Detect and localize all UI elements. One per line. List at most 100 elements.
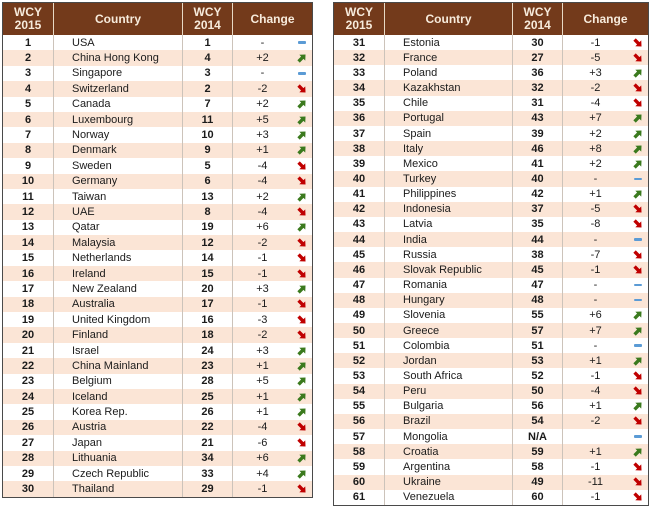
country-cell: Croatia xyxy=(384,444,512,460)
rank-2014-cell: 47 xyxy=(512,277,562,293)
down-arrow-icon xyxy=(295,236,309,250)
country-cell: Kazakhstan xyxy=(384,80,512,96)
table-row: 10 Germany 6 -4 xyxy=(3,173,312,189)
rank-2015-cell: 9 xyxy=(24,159,32,172)
header-cell-change: Change xyxy=(232,3,312,35)
rank-2015-cell: 23 xyxy=(21,375,35,388)
rank-2015-cell: 59 xyxy=(352,460,366,473)
rank-2014-cell: 16 xyxy=(182,312,232,328)
rank-2014-cell: 59 xyxy=(512,444,562,460)
change-value: -2 xyxy=(257,82,268,95)
country-cell: Iceland xyxy=(53,388,182,405)
change-value: -1 xyxy=(257,252,268,265)
change-cell: -4 xyxy=(562,95,648,111)
trend-icon-slot xyxy=(292,346,312,356)
table-row: 37 Spain 39 +2 xyxy=(334,125,648,142)
change-cell: -4 xyxy=(232,204,312,220)
table-row: 21 Israel 24 +3 xyxy=(3,342,312,359)
down-arrow-icon xyxy=(631,414,645,428)
change-value: -2 xyxy=(257,236,268,249)
change-value: - xyxy=(593,339,598,352)
country-cell: Philippines xyxy=(384,186,512,202)
rank-2014-cell: 28 xyxy=(182,373,232,389)
change-value: +2 xyxy=(589,157,602,170)
table-row: 26 Austria 22 -4 xyxy=(3,419,312,436)
change-value: -2 xyxy=(590,415,601,428)
change-cell: -1 xyxy=(562,35,648,51)
header-cell-wcy-2014: WCY 2014 xyxy=(182,3,232,35)
country-cell: Canada xyxy=(53,96,182,112)
trend-icon-slot xyxy=(292,161,312,171)
header-label: Change xyxy=(250,11,295,26)
rank-2015-cell: 8 xyxy=(24,144,32,157)
table-row: 58 Croatia 59 +1 xyxy=(334,444,648,460)
rank-2014-cell: 6 xyxy=(182,173,232,189)
change-cell: +3 xyxy=(232,281,312,297)
rank-2015-cell: 36 xyxy=(352,112,366,125)
up-arrow-icon xyxy=(295,405,309,419)
trend-icon-slot xyxy=(628,68,648,78)
no-change-dash-icon xyxy=(634,177,642,181)
rank-2015-cell: 61 xyxy=(352,491,366,504)
rank-2015-cell: 49 xyxy=(352,309,366,322)
rank-2015-cell: 10 xyxy=(21,175,35,188)
country-cell: Austria xyxy=(53,419,182,436)
rank-2015-cell: 20 xyxy=(21,329,35,342)
change-cell: +2 xyxy=(562,156,648,172)
rank-2015-cell: 3 xyxy=(24,67,32,80)
trend-icon-slot xyxy=(628,144,648,154)
table-header: WCY 2015 Country WCY 2014 Change xyxy=(3,3,312,35)
change-value: +6 xyxy=(256,221,269,234)
country-cell: Greece xyxy=(384,322,512,339)
rank-2014-cell: 25 xyxy=(182,388,232,405)
change-cell: -1 xyxy=(232,250,312,266)
country-cell: Spain xyxy=(384,125,512,142)
country-cell: Latvia xyxy=(384,216,512,233)
table-row: 50 Greece 57 +7 xyxy=(334,322,648,339)
rank-2015-cell: 54 xyxy=(352,385,366,398)
trend-icon-slot xyxy=(292,422,312,432)
down-arrow-icon xyxy=(295,266,309,280)
rank-2014-cell: 55 xyxy=(512,307,562,323)
rank-2014-cell: 21 xyxy=(182,435,232,451)
country-cell: Denmark xyxy=(53,142,182,159)
down-arrow-icon xyxy=(631,217,645,231)
down-arrow-icon xyxy=(295,328,309,342)
down-arrow-icon xyxy=(631,460,645,474)
trend-icon-slot xyxy=(628,298,648,302)
up-arrow-icon xyxy=(295,282,309,296)
change-value: -4 xyxy=(257,175,268,188)
change-cell: +1 xyxy=(562,398,648,414)
rank-2014-cell: 12 xyxy=(182,235,232,251)
header-label: WCY xyxy=(345,5,373,19)
rank-2015-cell: 53 xyxy=(352,370,366,383)
rank-2014-cell: 57 xyxy=(512,322,562,339)
table-row: 49 Slovenia 55 +6 xyxy=(334,307,648,323)
country-cell: Venezuela xyxy=(384,489,512,505)
change-value: -1 xyxy=(590,36,601,49)
change-value: +6 xyxy=(589,309,602,322)
country-cell: Romania xyxy=(384,277,512,293)
change-value: -1 xyxy=(590,491,601,504)
rank-2015-cell: 35 xyxy=(352,97,366,110)
change-value: - xyxy=(593,233,598,246)
up-arrow-icon xyxy=(295,51,309,65)
table-row: 27 Japan 21 -6 xyxy=(3,435,312,451)
change-value: -4 xyxy=(257,421,268,434)
rank-2014-cell: 46 xyxy=(512,141,562,157)
change-value: +1 xyxy=(589,188,602,201)
table-row: 51 Colombia 51 - xyxy=(334,338,648,354)
trend-icon-slot xyxy=(628,462,648,472)
header-label: Country xyxy=(425,11,472,26)
rank-2014-cell: 45 xyxy=(512,262,562,278)
change-cell: - xyxy=(562,292,648,308)
country-cell: Jordan xyxy=(384,353,512,369)
up-arrow-icon xyxy=(295,390,309,404)
change-value: -1 xyxy=(590,263,601,276)
rank-2014-cell: 58 xyxy=(512,459,562,475)
rank-2014-cell: 19 xyxy=(182,219,232,236)
country-cell: Peru xyxy=(384,383,512,399)
country-cell: Ukraine xyxy=(384,474,512,490)
table-row: 40 Turkey 40 - xyxy=(334,171,648,187)
up-arrow-icon xyxy=(631,66,645,80)
